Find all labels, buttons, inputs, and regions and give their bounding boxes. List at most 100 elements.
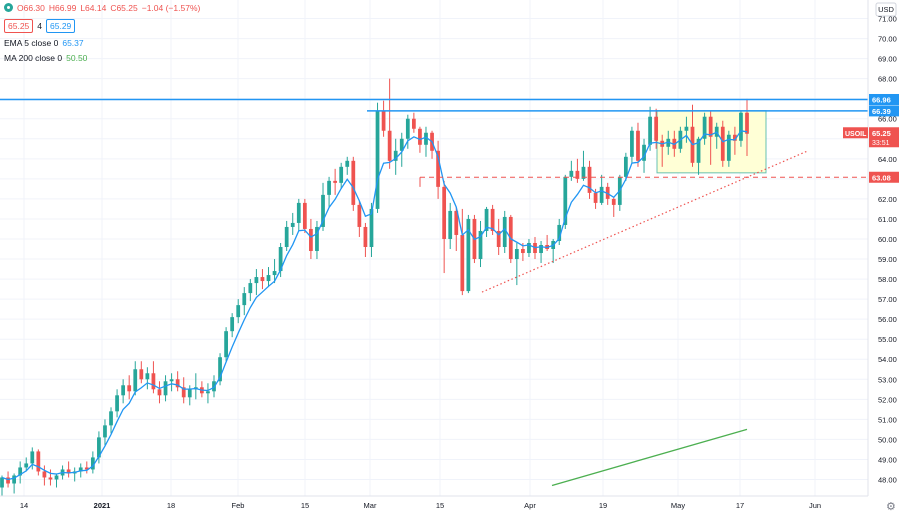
candle-body bbox=[708, 116, 713, 137]
candle bbox=[181, 377, 186, 404]
candle-body bbox=[424, 132, 428, 145]
currency-box bbox=[875, 2, 897, 17]
x-tick-label: 18 bbox=[167, 501, 175, 510]
candle bbox=[575, 158, 580, 183]
candle bbox=[339, 162, 344, 189]
candle-body bbox=[66, 469, 71, 474]
y-tick-label: 51.00 bbox=[878, 415, 897, 424]
candle-body bbox=[260, 277, 265, 282]
candle-body bbox=[97, 437, 101, 458]
level-tag-66-96-bg bbox=[869, 93, 899, 105]
y-tick-label: 60.00 bbox=[878, 235, 897, 244]
x-tick-label: 17 bbox=[736, 501, 744, 510]
candle-body bbox=[284, 226, 289, 247]
ma-legend[interactable]: MA 200 close 0 50.50 bbox=[4, 53, 87, 63]
candle-body bbox=[321, 194, 325, 227]
candle-body bbox=[636, 130, 640, 161]
candle-body bbox=[278, 246, 283, 272]
y-tick-label: 50.00 bbox=[878, 435, 897, 444]
candle bbox=[157, 381, 162, 404]
candle bbox=[411, 112, 416, 133]
candle-body bbox=[151, 373, 156, 390]
candle-body bbox=[702, 116, 707, 139]
currency-label: USD bbox=[878, 5, 894, 14]
x-tick-label: 2021 bbox=[94, 501, 111, 510]
candle bbox=[321, 182, 325, 231]
candle bbox=[466, 214, 471, 294]
candle-body bbox=[242, 293, 247, 306]
candle-body bbox=[611, 198, 616, 205]
candle bbox=[327, 176, 331, 207]
candle-body bbox=[248, 283, 253, 294]
candle bbox=[236, 299, 241, 324]
candle-body bbox=[405, 118, 410, 139]
candle bbox=[151, 361, 156, 394]
y-tick-label: 61.00 bbox=[878, 215, 897, 224]
buy-price-box[interactable]: 65.29 bbox=[46, 19, 76, 33]
x-tick-label: Apr bbox=[524, 501, 536, 510]
x-tick-label: May bbox=[671, 501, 685, 510]
candle bbox=[230, 313, 235, 338]
candle-body bbox=[720, 126, 725, 161]
eye-icon[interactable] bbox=[4, 3, 13, 12]
candle bbox=[351, 156, 356, 211]
candle-body bbox=[460, 234, 465, 292]
candle bbox=[460, 208, 465, 296]
candle-body bbox=[502, 216, 507, 247]
level-tag-66-39-bg bbox=[869, 105, 899, 117]
candle-body bbox=[254, 277, 259, 284]
countdown-value: 33:51 bbox=[872, 140, 890, 147]
candle-body bbox=[733, 134, 737, 141]
y-tick-label: 48.00 bbox=[878, 475, 897, 484]
current-price-tag-bg bbox=[869, 127, 899, 148]
candle bbox=[424, 126, 428, 157]
candle bbox=[84, 461, 89, 474]
trendline bbox=[481, 150, 809, 293]
candle bbox=[66, 461, 71, 478]
candle-body bbox=[436, 150, 440, 187]
candle bbox=[109, 407, 113, 434]
candle bbox=[684, 116, 689, 143]
candle-body bbox=[684, 126, 689, 131]
candle bbox=[242, 287, 247, 316]
candle bbox=[478, 220, 483, 268]
candle bbox=[333, 168, 338, 195]
candle bbox=[363, 222, 368, 258]
ohlc-legend: O66.30 H66.99 L64.14 C65.25 −1.04 (−1.57%) bbox=[4, 3, 200, 13]
candle bbox=[54, 473, 59, 488]
candle-body bbox=[103, 425, 107, 438]
candle bbox=[393, 138, 398, 175]
y-tick-label: 56.00 bbox=[878, 315, 897, 324]
candle-body bbox=[381, 110, 386, 131]
candle bbox=[545, 234, 549, 252]
gear-icon[interactable]: ⚙ bbox=[886, 501, 896, 513]
x-tick-label: Jun bbox=[809, 501, 821, 510]
candle-body bbox=[648, 116, 652, 145]
candle-body bbox=[442, 186, 447, 239]
level-tag-63-08: 63.08 bbox=[872, 173, 891, 182]
candle bbox=[484, 206, 489, 237]
candle bbox=[24, 457, 29, 472]
candle-body bbox=[175, 379, 180, 388]
price-axis-bg bbox=[868, 0, 904, 516]
candle bbox=[357, 200, 362, 237]
candle-body bbox=[623, 156, 628, 177]
sell-price-box[interactable]: 65.25 bbox=[4, 19, 34, 33]
ema-legend[interactable]: EMA 5 close 0 65.37 bbox=[4, 38, 84, 48]
candle-body bbox=[6, 477, 10, 484]
candle-body bbox=[514, 249, 519, 260]
candle bbox=[36, 449, 41, 476]
close-value: C65.25 bbox=[110, 3, 138, 13]
candle bbox=[206, 383, 210, 404]
candle bbox=[169, 373, 174, 392]
candle bbox=[115, 389, 119, 418]
candle bbox=[97, 431, 101, 464]
candle-body bbox=[327, 180, 331, 195]
current-price-value: 65.25 bbox=[872, 129, 891, 138]
candle bbox=[12, 473, 16, 494]
high-value: H66.99 bbox=[48, 3, 77, 13]
candle bbox=[496, 218, 501, 256]
ma-line bbox=[551, 428, 748, 487]
